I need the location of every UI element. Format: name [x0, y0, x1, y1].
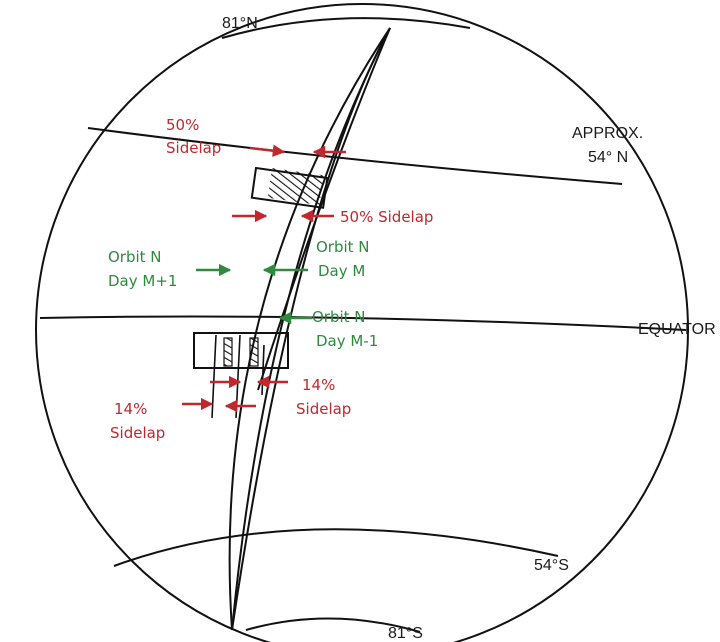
- lower-scene-box: [193, 332, 289, 369]
- annotation-orbit-m-l2: Day M: [318, 262, 365, 280]
- latitude-54n: [87, 127, 623, 185]
- annotation-50-top-word: Sidelap: [166, 139, 221, 157]
- orbit-track-3: [231, 27, 391, 631]
- label-equator: EQUATOR: [638, 321, 716, 338]
- lower-strip-line-3: [261, 344, 265, 396]
- label-54n: 54° N: [588, 149, 628, 166]
- orbit-track-2: [231, 27, 391, 631]
- annotation-orbit-m1-l1: Orbit N: [108, 248, 162, 266]
- annotation-orbit-m1-l2: Day M+1: [108, 272, 177, 290]
- orbit-track-1: [228, 27, 391, 631]
- lower-strip-line-1: [211, 334, 217, 419]
- lower-overlap-hatch-1: [223, 337, 233, 367]
- annotation-orbit-mm1-l1: Orbit N: [312, 308, 366, 326]
- annotation-14-left-pct: 14%: [114, 400, 147, 418]
- south-cap: [245, 617, 421, 633]
- label-81s: 81°S: [388, 625, 423, 642]
- latitude-54s: [113, 528, 559, 567]
- annotation-orbit-m-l1: Orbit N: [316, 238, 370, 256]
- lower-overlap-hatch-2: [249, 337, 259, 367]
- label-approx: APPROX.: [572, 125, 643, 142]
- latitude-equator: [39, 315, 687, 331]
- annotation-50-mid: 50% Sidelap: [340, 208, 433, 226]
- red-arrow-top-left: [249, 144, 286, 157]
- annotation-orbit-mm1-l2: Day M-1: [316, 332, 378, 350]
- label-54s: 54°S: [534, 557, 569, 574]
- label-81n: 81°N: [222, 15, 258, 32]
- annotation-50-top-pct: 50%: [166, 116, 199, 134]
- annotation-14-left-word: Sidelap: [110, 424, 165, 442]
- upper-overlap-hatch: [267, 168, 324, 205]
- globe-outline: [35, 3, 689, 642]
- annotation-14-right-word: Sidelap: [296, 400, 351, 418]
- annotation-14-right-pct: 14%: [302, 376, 335, 394]
- north-cap: [221, 17, 471, 39]
